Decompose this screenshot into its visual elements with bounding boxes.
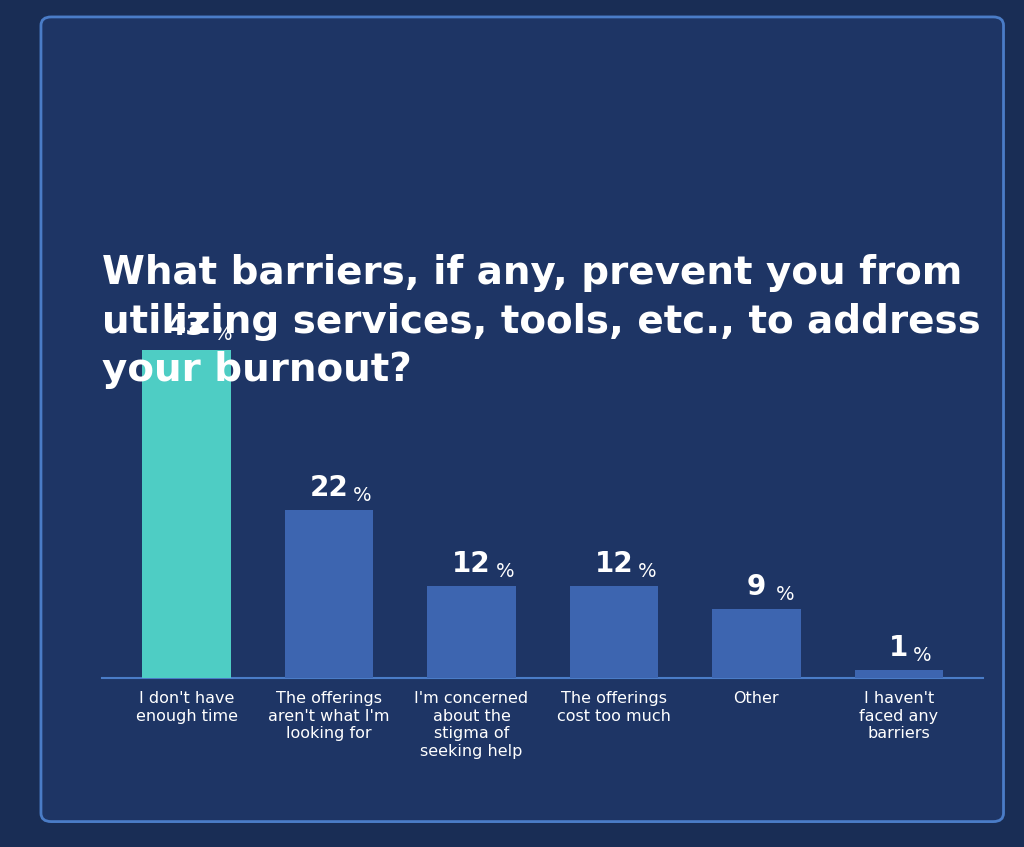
Text: %: %	[353, 485, 372, 505]
Text: %: %	[776, 584, 795, 604]
Bar	[713, 609, 801, 678]
Text: 12: 12	[595, 550, 633, 578]
Bar	[142, 350, 230, 678]
Bar	[855, 670, 943, 678]
Text: %: %	[913, 645, 932, 665]
Text: 9: 9	[746, 573, 766, 601]
Bar	[427, 586, 516, 678]
Text: 12: 12	[453, 550, 490, 578]
Text: What barriers, if any, prevent you from
utilizing services, tools, etc., to addr: What barriers, if any, prevent you from …	[102, 254, 981, 389]
Bar	[569, 586, 658, 678]
Bar	[285, 510, 373, 678]
Text: 1: 1	[889, 634, 908, 662]
Text: %: %	[638, 562, 656, 581]
Text: %: %	[496, 562, 514, 581]
Text: 22: 22	[309, 473, 348, 501]
Text: 43: 43	[167, 313, 206, 341]
Text: %: %	[214, 325, 232, 345]
